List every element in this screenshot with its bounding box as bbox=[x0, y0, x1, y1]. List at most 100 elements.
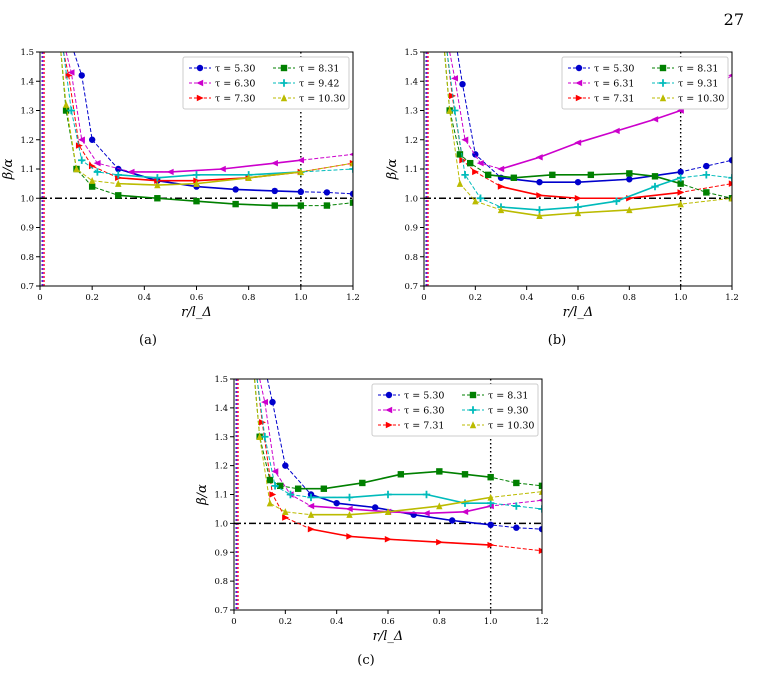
x-tick-label: 1.0 bbox=[484, 617, 498, 627]
data-point bbox=[297, 168, 305, 176]
data-point bbox=[459, 80, 466, 88]
data-point bbox=[538, 487, 542, 495]
legend-marker bbox=[469, 406, 477, 414]
data-point bbox=[320, 485, 328, 492]
legend-marker bbox=[659, 94, 667, 102]
plot-area bbox=[234, 379, 542, 610]
panel-caption: (b) bbox=[548, 333, 566, 348]
legend-marker bbox=[575, 94, 583, 102]
data-point bbox=[436, 538, 444, 546]
data-point bbox=[114, 171, 122, 179]
series-line-solid bbox=[310, 505, 491, 515]
data-point bbox=[467, 159, 474, 167]
y-tick-label: 0.7 bbox=[214, 606, 228, 616]
legend-marker bbox=[575, 79, 583, 87]
data-point bbox=[587, 171, 595, 179]
data-point bbox=[166, 168, 174, 176]
y-tick-label: 1.4 bbox=[214, 404, 228, 414]
x-tick-label: 1.2 bbox=[725, 293, 739, 303]
data-point bbox=[218, 165, 226, 173]
x-tick-label: 1.2 bbox=[346, 293, 360, 303]
data-point bbox=[497, 183, 505, 190]
data-point bbox=[294, 485, 302, 492]
x-tick-label: 0.2 bbox=[469, 293, 483, 303]
data-point bbox=[538, 505, 542, 513]
data-point bbox=[269, 398, 276, 406]
legend-label: τ = 8.31 bbox=[488, 391, 528, 402]
y-tick-label: 0.7 bbox=[404, 282, 418, 292]
data-point bbox=[88, 183, 96, 190]
data-point bbox=[271, 468, 279, 475]
data-point bbox=[676, 174, 685, 182]
y-tick-label: 1.0 bbox=[214, 519, 228, 529]
data-point bbox=[538, 482, 542, 490]
x-tick-label: 0 bbox=[231, 617, 236, 627]
y-tick-label: 1.3 bbox=[214, 433, 228, 443]
data-point bbox=[536, 212, 543, 219]
data-point bbox=[626, 170, 633, 177]
data-point bbox=[277, 482, 284, 490]
legend-marker bbox=[575, 64, 583, 72]
data-point bbox=[549, 171, 556, 179]
data-point bbox=[307, 493, 315, 502]
data-point bbox=[297, 157, 305, 164]
data-point bbox=[346, 511, 353, 518]
series-line-solid bbox=[118, 168, 301, 193]
data-point bbox=[323, 189, 331, 196]
data-point bbox=[266, 499, 274, 507]
x-axis-label: r/l_Δ bbox=[181, 305, 212, 320]
data-point bbox=[323, 202, 331, 209]
data-point bbox=[346, 533, 354, 540]
data-point bbox=[538, 547, 542, 555]
data-point bbox=[476, 159, 484, 167]
legend-label: τ = 9.31 bbox=[678, 79, 718, 90]
data-point bbox=[62, 107, 70, 114]
x-tick-label: 0.8 bbox=[242, 293, 256, 303]
y-tick-label: 1.1 bbox=[20, 165, 34, 175]
data-point bbox=[728, 157, 732, 164]
legend-marker bbox=[280, 79, 288, 87]
data-point bbox=[282, 514, 290, 521]
y-tick-label: 1.2 bbox=[20, 136, 34, 146]
data-point bbox=[651, 173, 659, 180]
y-axis-label: β/α bbox=[195, 484, 210, 506]
data-point bbox=[703, 162, 710, 170]
x-axis-label: r/l_Δ bbox=[563, 305, 594, 320]
data-point bbox=[307, 502, 315, 510]
y-tick-label: 1.1 bbox=[404, 165, 418, 175]
data-point bbox=[448, 517, 456, 524]
legend-marker bbox=[196, 94, 204, 102]
legend-marker bbox=[659, 79, 667, 87]
data-point bbox=[536, 192, 544, 199]
data-point bbox=[451, 106, 459, 115]
series-line-solid bbox=[118, 194, 301, 207]
legend-label: τ = 10.30 bbox=[488, 421, 534, 432]
y-tick-label: 1.2 bbox=[404, 136, 418, 146]
data-point bbox=[626, 176, 633, 183]
data-point bbox=[461, 499, 469, 507]
data-point bbox=[487, 521, 494, 529]
data-point bbox=[88, 177, 96, 184]
data-point bbox=[349, 190, 353, 198]
data-point bbox=[677, 168, 684, 176]
y-tick-label: 0.8 bbox=[20, 253, 34, 263]
legend-label: τ = 9.42 bbox=[299, 79, 339, 90]
data-point bbox=[487, 541, 495, 549]
data-point bbox=[436, 502, 443, 510]
data-point bbox=[307, 525, 315, 533]
data-point bbox=[245, 174, 252, 181]
data-point bbox=[345, 493, 354, 502]
y-tick-label: 0.8 bbox=[214, 577, 228, 587]
data-point bbox=[88, 162, 96, 170]
plot-area bbox=[424, 52, 732, 286]
legend: τ = 5.30 τ = 6.31 τ = 7.31 τ = 8.31 τ = 9.31… bbox=[561, 56, 729, 110]
legend-label: τ = 10.30 bbox=[299, 94, 345, 105]
x-tick-label: 0.8 bbox=[433, 617, 447, 627]
x-tick-label: 0.6 bbox=[190, 293, 204, 303]
legend-label: τ = 6.30 bbox=[215, 79, 255, 90]
data-point bbox=[73, 165, 80, 173]
y-tick-label: 0.9 bbox=[214, 548, 228, 558]
data-point bbox=[651, 182, 659, 191]
data-point bbox=[538, 525, 542, 533]
